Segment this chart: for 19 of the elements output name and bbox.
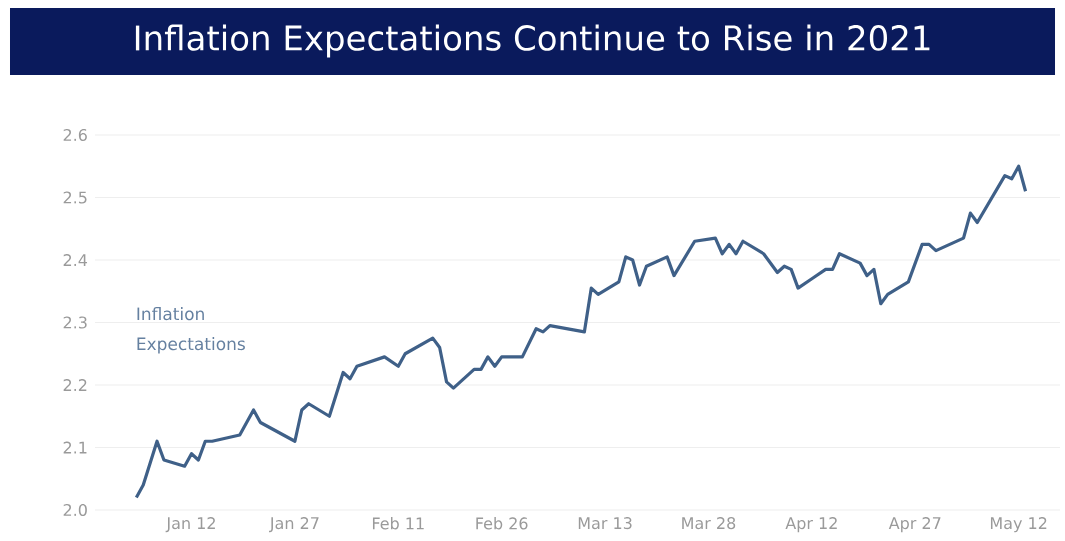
y-tick-label: 2.2 <box>63 379 87 391</box>
y-tick-label: 2.0 <box>63 503 87 517</box>
chart-title: Inflation Expectations Continue to Rise in 2021 <box>135 24 930 58</box>
y-tick-label: 2.6 <box>63 128 87 142</box>
x-tick-label: Jan 12 <box>165 517 215 533</box>
y-tick-label: 2.3 <box>63 316 87 329</box>
x-tick-label: Jan 27 <box>269 517 319 533</box>
y-tick-label: 2.5 <box>63 191 87 204</box>
x-tick-label: Mar 28 <box>682 517 736 530</box>
line-series <box>134 164 1028 500</box>
y-tick-label: 2.1 <box>63 441 87 454</box>
x-tick-label: Feb 26 <box>476 517 528 530</box>
x-tick-label: Apr 12 <box>785 517 837 533</box>
x-tick-label: Feb 11 <box>372 517 424 530</box>
y-tick-label: 2.4 <box>63 254 88 266</box>
text: Inflation Expectations <box>137 307 245 354</box>
x-tick-label: Mar 13 <box>578 517 632 530</box>
x-tick-label: Apr 27 <box>888 517 941 533</box>
x-tick-label: May 12 <box>990 517 1047 533</box>
